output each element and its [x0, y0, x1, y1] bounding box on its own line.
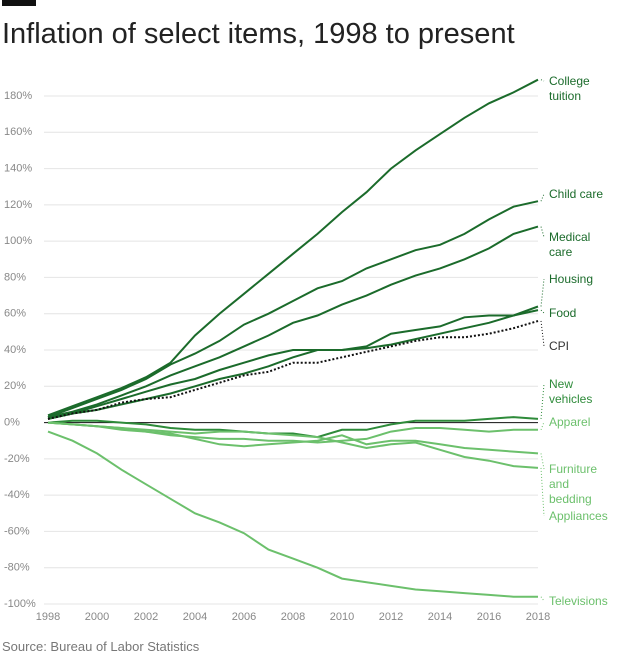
title-bar — [2, 0, 36, 6]
series-line — [47, 305, 539, 420]
x-tick-label: 2010 — [330, 611, 354, 623]
leader-line — [540, 421, 545, 431]
y-tick-label: 180% — [4, 90, 32, 102]
series-label: Child care — [549, 187, 604, 201]
y-tick-label: -20% — [4, 453, 30, 465]
y-tick-label: 20% — [4, 380, 26, 392]
y-tick-label: 120% — [4, 199, 32, 211]
leader-line — [540, 226, 545, 238]
x-tick-label: 1998 — [36, 611, 60, 623]
x-tick-label: 2016 — [477, 611, 501, 623]
series-label: New vehicles — [549, 377, 593, 406]
y-tick-label: 40% — [4, 344, 26, 356]
leader-line — [540, 383, 545, 419]
x-tick-label: 2014 — [428, 611, 452, 623]
x-tick-label: 2012 — [379, 611, 403, 623]
y-tick-label: 60% — [4, 308, 26, 320]
y-tick-label: 100% — [4, 235, 32, 247]
y-tick-label: -40% — [4, 489, 30, 501]
y-tick-label: -60% — [4, 525, 30, 537]
series-line — [47, 309, 539, 420]
series-label: Food — [549, 306, 577, 320]
x-tick-label: 2002 — [134, 611, 158, 623]
y-tick-label: -100% — [4, 598, 36, 610]
series-label: Televisions — [549, 594, 608, 608]
x-tick-label: 2000 — [85, 611, 109, 623]
series-line — [47, 320, 539, 420]
series-line — [47, 78, 539, 417]
series-line — [47, 416, 539, 439]
y-tick-label: 160% — [4, 126, 32, 138]
series-label: College tuition — [549, 74, 590, 103]
leader-line — [540, 596, 545, 602]
source: Source: Bureau of Labor Statistics — [2, 639, 200, 654]
series-line — [47, 421, 538, 444]
series-line — [47, 200, 539, 419]
series-line — [47, 225, 539, 419]
leader-line — [540, 309, 545, 314]
leader-line — [540, 467, 545, 517]
y-tick-label: 80% — [4, 271, 26, 283]
x-tick-label: 2018 — [526, 611, 550, 623]
chart-title: Inflation of select items, 1998 to prese… — [2, 18, 515, 50]
x-tick-label: 2004 — [183, 611, 207, 623]
y-tick-label: -80% — [4, 562, 30, 574]
x-tick-label: 2008 — [281, 611, 305, 623]
y-tick-label: 0% — [4, 416, 20, 428]
series-label: Housing — [549, 272, 594, 286]
leader-line — [540, 193, 545, 202]
x-tick-label: 2006 — [232, 611, 256, 623]
leader-line — [540, 320, 545, 347]
y-tick-label: 140% — [4, 162, 32, 174]
leader-line — [540, 278, 545, 307]
series-line — [47, 421, 539, 469]
series-label: CPI — [549, 339, 570, 353]
series-label: Apparel — [549, 415, 591, 429]
leader-line — [540, 453, 545, 470]
series-label: Appliances — [549, 509, 608, 523]
leader-line — [540, 79, 545, 82]
series-line — [47, 430, 538, 598]
series-label: Furniture and bedding — [549, 462, 598, 506]
series-label: Medical care — [549, 230, 591, 259]
